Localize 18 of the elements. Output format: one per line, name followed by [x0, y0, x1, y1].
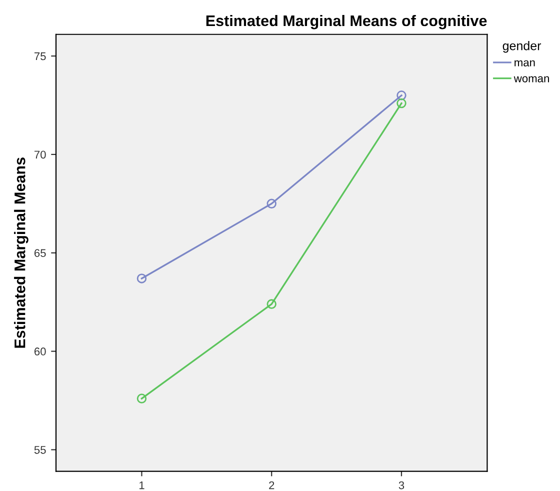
- point: [136, 274, 147, 284]
- y-tick-label: 70: [34, 150, 46, 159]
- x-tick-label: 2: [269, 481, 274, 490]
- point: [136, 394, 147, 404]
- y-tick-label: 75: [34, 52, 46, 60]
- y-tick-label: 60: [34, 348, 46, 356]
- y-tick-label: 55: [34, 446, 46, 454]
- y-tick-label: 65: [34, 249, 46, 257]
- point: [266, 299, 276, 309]
- legend-title: gender: [502, 41, 542, 53]
- x-tick-label: 1: [139, 481, 144, 490]
- point: [396, 98, 406, 108]
- chart-title: Estimated Marginal Means of cognitive: [206, 14, 487, 30]
- point: [266, 198, 276, 209]
- legend-label: man: [514, 60, 535, 66]
- x-tick-label: 3: [398, 481, 404, 490]
- legend-label: woman: [514, 76, 549, 82]
- y-axis-title: Estimated Marginal Means: [14, 158, 28, 348]
